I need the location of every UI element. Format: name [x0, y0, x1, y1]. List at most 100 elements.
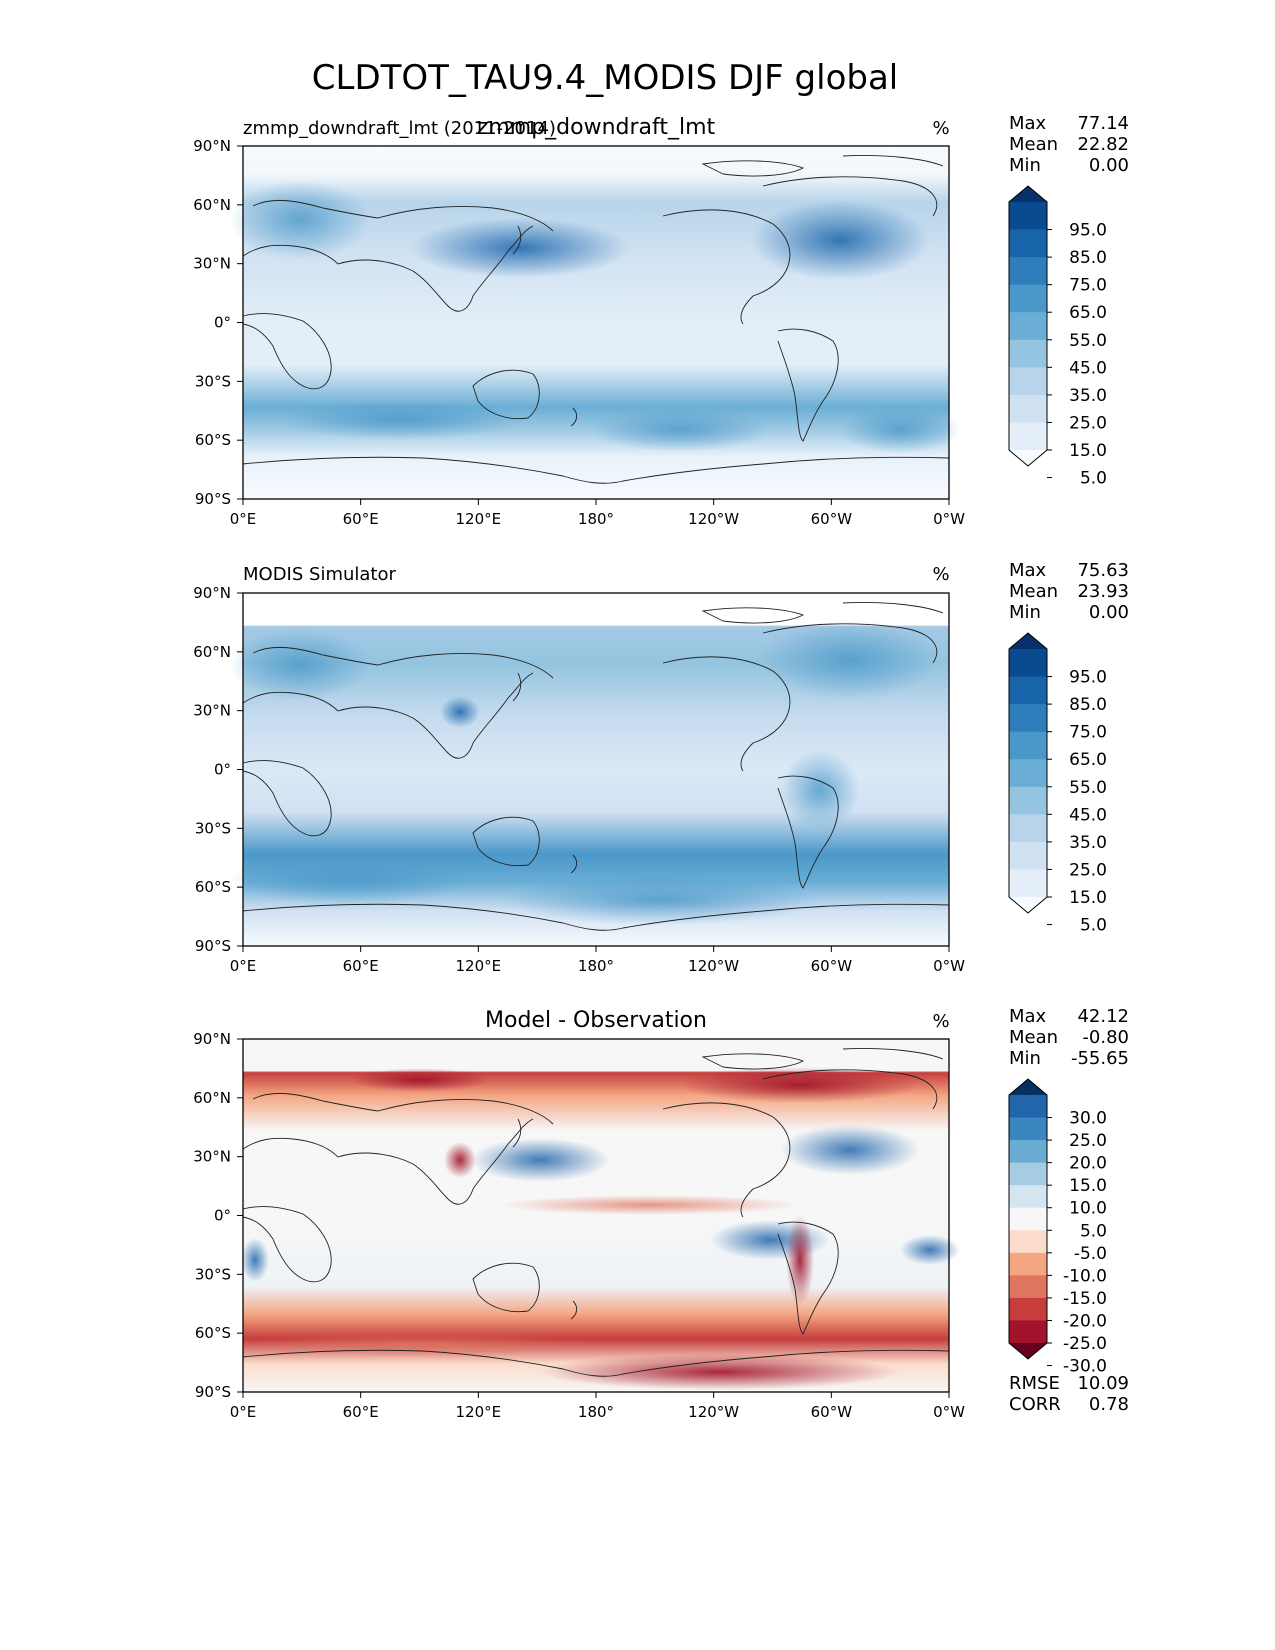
colorbar-label: 25.0 — [1069, 413, 1107, 433]
colorbar-label: 5.0 — [1080, 1221, 1107, 1241]
panel-diff-center-title: Model - Observation — [485, 1008, 707, 1033]
colorbar-segment — [1009, 422, 1047, 451]
colorbar-label: 85.0 — [1069, 695, 1107, 715]
extra-stat-value: 10.09 — [1077, 1373, 1129, 1394]
stat-label: Max — [1009, 1006, 1047, 1027]
panel-test-units: % — [932, 118, 949, 139]
ytick-label: 90°N — [193, 584, 231, 602]
ytick-label: 90°S — [195, 1383, 231, 1401]
panel-diff-units: % — [932, 1011, 949, 1032]
colorbar-extend-top — [1009, 1079, 1047, 1095]
colorbar-label: 95.0 — [1069, 668, 1107, 688]
colorbar-extend-top — [1009, 186, 1047, 202]
colorbar-extend-bottom — [1009, 450, 1047, 466]
colorbar-layer: 95.085.075.065.055.045.035.025.015.05.09… — [1008, 185, 1107, 1377]
ytick-label: 30°S — [195, 819, 231, 837]
ytick-label: 30°S — [195, 372, 231, 390]
colorbar-segment — [1009, 1207, 1047, 1231]
xtick-label: 60°W — [811, 1403, 853, 1421]
colorbar-segment — [1009, 1275, 1047, 1299]
stat-value: 75.63 — [1077, 560, 1129, 581]
xtick-label: 0°W — [933, 1403, 965, 1421]
colorbar-segment — [1009, 202, 1047, 231]
ytick-label: 30°S — [195, 1265, 231, 1283]
colorbar-extend-top — [1009, 633, 1047, 649]
colorbar-label: 65.0 — [1069, 750, 1107, 770]
panel-test-center-title: zmmp_downdraft_lmt — [477, 115, 716, 140]
xtick-label: 180° — [578, 510, 614, 528]
stat-label: Max — [1009, 560, 1047, 581]
extra-stat-label: CORR — [1009, 1394, 1061, 1415]
colorbar-label: 85.0 — [1069, 248, 1107, 268]
ytick-label: 90°S — [195, 490, 231, 508]
xtick-label: 0°E — [230, 510, 257, 528]
stat-label: Max — [1009, 113, 1047, 134]
colorbar-segment — [1009, 1252, 1047, 1276]
colorbar-label: -5.0 — [1074, 1244, 1107, 1264]
xtick-label: 120°E — [456, 1403, 502, 1421]
colorbar-segment — [1009, 1230, 1047, 1254]
xtick-label: 120°W — [688, 957, 739, 975]
colorbar-segment — [1009, 1117, 1047, 1141]
colorbar-label: 15.0 — [1069, 1176, 1107, 1196]
colorbar-label: -25.0 — [1063, 1334, 1107, 1354]
stat-value: -55.65 — [1071, 1048, 1129, 1069]
colorbar-label: 65.0 — [1069, 303, 1107, 323]
ytick-label: 90°N — [193, 137, 231, 155]
figure-title: CLDTOT_TAU9.4_MODIS DJF global — [312, 58, 898, 98]
xtick-label: 0°W — [933, 510, 965, 528]
stat-value: 23.93 — [1077, 581, 1129, 602]
panel-ref-left-title: MODIS Simulator — [243, 564, 396, 585]
xtick-label: 120°E — [456, 510, 502, 528]
colorbar-extend-bottom — [1009, 897, 1047, 913]
map-ref — [230, 592, 950, 947]
ytick-label: 30°N — [193, 255, 231, 273]
xtick-label: 0°E — [230, 1403, 257, 1421]
xtick-label: 0°W — [933, 957, 965, 975]
stat-value: 22.82 — [1077, 134, 1129, 155]
panel-test-left-title: zmmp_downdraft_lmt (2011-2014) — [243, 118, 556, 139]
colorbar-segment — [1009, 869, 1047, 898]
colorbar-segment — [1009, 229, 1047, 258]
panel-ref: MODIS Simulator % — [230, 564, 950, 947]
colorbar-label: 30.0 — [1069, 1109, 1107, 1129]
panel-diff: Model - Observation % — [241, 1008, 960, 1393]
colorbar-segment — [1009, 257, 1047, 286]
colorbar-segment — [1009, 1140, 1047, 1164]
colorbar-diff: 30.025.0 20.015.0 10.05.0 -5.0-10.0 -15.0-20… — [1008, 1078, 1107, 1377]
ytick-label: 60°S — [195, 431, 231, 449]
colorbar-extend-bottom — [1009, 1343, 1047, 1359]
colorbar-label: -10.0 — [1063, 1266, 1107, 1286]
panel-test: zmmp_downdraft_lmt (2011-2014) zmmp_down… — [230, 115, 960, 500]
stat-label: Min — [1009, 1048, 1041, 1069]
colorbar-label: 45.0 — [1069, 805, 1107, 825]
colorbar-label: 75.0 — [1069, 276, 1107, 296]
colorbar-segment — [1009, 339, 1047, 368]
stat-value: -0.80 — [1082, 1027, 1129, 1048]
colorbar-segment — [1009, 1297, 1047, 1321]
colorbar-segment — [1009, 1162, 1047, 1186]
colorbar-label: 20.0 — [1069, 1154, 1107, 1174]
colorbar-label: 15.0 — [1069, 888, 1107, 908]
stat-label: Mean — [1009, 134, 1058, 155]
colorbar-label: -15.0 — [1063, 1289, 1107, 1309]
panel-ref-units: % — [932, 564, 949, 585]
colorbar-label: 45.0 — [1069, 358, 1107, 378]
colorbar-label: 25.0 — [1069, 860, 1107, 880]
colorbar-segment — [1009, 814, 1047, 843]
map-test — [230, 145, 960, 500]
colorbar-test: 95.0 85.0 75.0 65.0 55.0 45.0 35.0 25.0 15.0 5.0 — [1008, 185, 1107, 489]
ytick-label: 60°N — [193, 1089, 231, 1107]
ytick-label: 60°N — [193, 196, 231, 214]
colorbar-segment — [1009, 394, 1047, 423]
colorbar-segment — [1009, 759, 1047, 788]
colorbar-label: -20.0 — [1063, 1311, 1107, 1331]
ytick-label: 30°N — [193, 1148, 231, 1166]
colorbar-label: 95.0 — [1069, 221, 1107, 241]
colorbar-ref: 95.0 85.0 75.0 65.0 55.0 45.0 35.0 25.0 15.0 5.0 — [1008, 632, 1107, 936]
ytick-label: 0° — [214, 1207, 231, 1225]
ytick-label: 60°S — [195, 1324, 231, 1342]
ytick-label: 90°S — [195, 937, 231, 955]
xtick-label: 180° — [578, 957, 614, 975]
ytick-label: 0° — [214, 314, 231, 332]
